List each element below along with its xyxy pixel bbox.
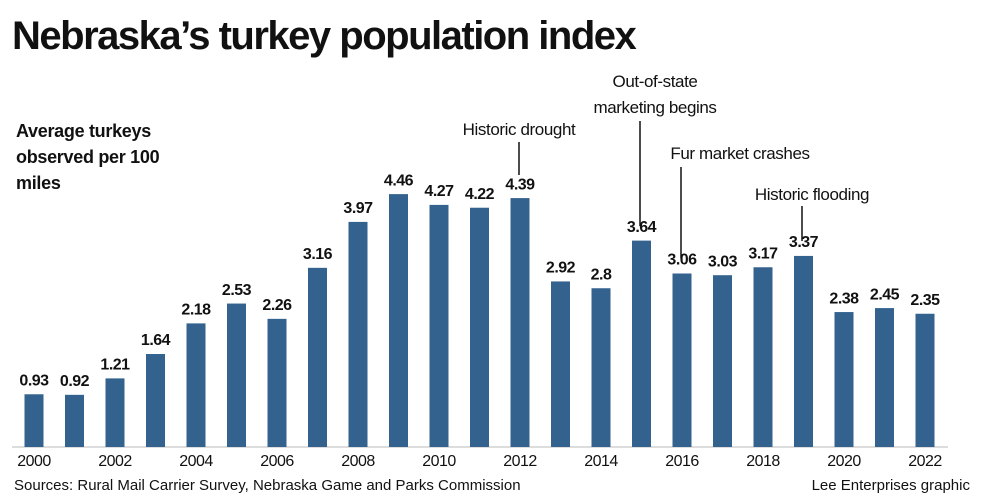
x-tick-label: 2012 [503,453,537,470]
bar [551,281,570,447]
data-label: 1.21 [100,357,130,374]
bar [348,221,368,447]
bar [146,354,165,447]
data-label: 2.8 [591,266,612,283]
data-label: 1.64 [141,332,171,349]
bar [915,313,935,447]
x-tick-label: 2020 [827,453,861,470]
data-label: 2.35 [910,292,940,309]
y-axis-label: Average turkeys observed per 100 miles [16,121,160,193]
bar [389,194,408,447]
credit: Lee Enterprises graphic [811,477,970,494]
bar [308,267,327,447]
data-label: 4.39 [505,176,535,193]
bar [24,394,44,447]
x-tick-label: 2000 [17,453,51,470]
bar [267,318,287,447]
bar [65,394,84,447]
x-tick-label: 2006 [260,453,294,470]
x-tick-label: 2018 [746,453,780,470]
annotation: Fur market crashes [670,144,810,163]
data-label: 0.92 [60,373,90,390]
chart-title: Nebraska’s turkey population index [12,14,637,58]
bar [591,288,611,447]
bar [672,273,692,447]
x-tick-label: 2004 [179,453,213,470]
data-label: 2.92 [546,260,576,277]
source-note: Sources: Rural Mail Carrier Survey, Nebr… [14,477,521,494]
data-label: 3.97 [343,200,373,217]
bar [429,204,449,447]
data-label: 2.53 [222,282,252,299]
data-label: 2.38 [829,290,859,307]
bar [713,275,732,447]
bar [186,323,206,447]
data-label: 0.93 [19,372,49,389]
x-tick-label: 2010 [422,453,456,470]
bar [875,308,894,447]
x-tick-label: 2008 [341,453,375,470]
x-tick-label: 2002 [98,453,132,470]
x-tick-label: 2016 [665,453,699,470]
data-label: 3.06 [667,252,697,269]
bar [510,198,530,447]
data-label: 3.03 [708,253,738,270]
data-label: 3.17 [748,245,778,262]
data-label: 3.64 [627,219,657,236]
data-label: 3.37 [789,234,819,251]
data-label: 3.16 [303,246,333,263]
data-label: 4.27 [424,183,454,200]
bar [632,240,651,447]
data-label: 4.22 [465,186,495,203]
data-label: 2.45 [870,286,900,303]
bar [753,267,773,447]
data-label: 2.26 [262,297,292,314]
annotation: Historic drought [462,120,576,139]
bar [834,312,854,447]
bar [227,303,246,447]
x-tick-label: 2014 [584,453,618,470]
data-label: 4.46 [384,172,414,189]
annotation: Historic flooding [754,185,870,204]
data-label: 2.18 [181,302,211,319]
bar [794,255,813,447]
bar [470,207,489,447]
x-tick-label: 2022 [908,453,942,470]
bar [105,378,125,447]
annotation: Out-of-state marketing begins [593,72,717,117]
